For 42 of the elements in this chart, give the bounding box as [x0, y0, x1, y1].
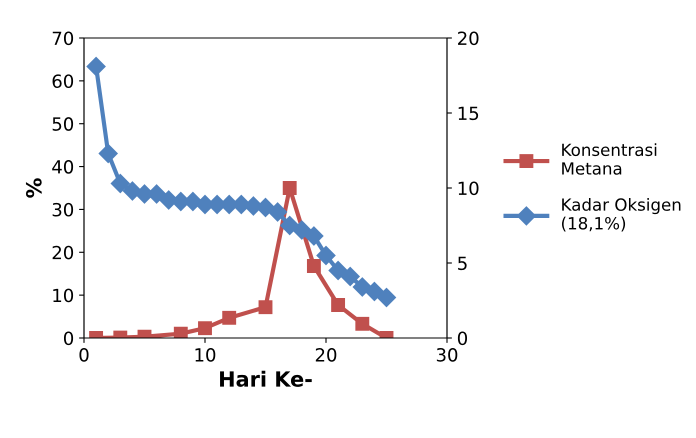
- y-tick-label: 70: [52, 31, 74, 46]
- x-tick-label: 30: [436, 348, 458, 362]
- y-tick-label: 50: [52, 117, 74, 131]
- legend-label: Kadar Oksigen (18,1%): [562, 198, 680, 232]
- point: [316, 246, 336, 266]
- point: [198, 321, 212, 336]
- point: [355, 316, 370, 331]
- x-tick-label: 0: [79, 348, 89, 362]
- point: [98, 144, 118, 164]
- x-axis-title: Hari Ke-: [220, 370, 312, 387]
- y2-tick-label: 10: [458, 181, 478, 196]
- point: [282, 181, 297, 195]
- point: [352, 277, 372, 297]
- point: [306, 259, 321, 273]
- y-tick-label: 30: [52, 202, 74, 217]
- point: [174, 326, 188, 338]
- point: [86, 56, 106, 76]
- point: [364, 282, 384, 302]
- y2-tick-label: 15: [458, 106, 478, 120]
- point: [222, 310, 236, 325]
- legend-label: Konsentrasi Metana: [562, 143, 656, 175]
- point: [376, 288, 396, 308]
- point: [110, 174, 130, 194]
- y-tick-label: 10: [53, 288, 74, 302]
- y-tick-label: 60: [52, 74, 74, 88]
- point: [304, 226, 324, 246]
- point: [331, 298, 346, 312]
- y2-tick-label: 0: [458, 331, 468, 346]
- x-tick-label: 20: [316, 348, 336, 362]
- point: [280, 216, 300, 236]
- x-tick-label: 10: [195, 348, 216, 362]
- point: [258, 300, 272, 314]
- y-axis-title: %: [26, 178, 42, 198]
- point: [340, 266, 360, 286]
- y-tick-label: 40: [52, 160, 74, 174]
- y-tick-label: 0: [64, 331, 74, 346]
- point: [328, 260, 348, 280]
- point: [292, 220, 312, 240]
- y-tick-label: 20: [52, 246, 74, 260]
- y2-tick-label: 20: [458, 31, 478, 46]
- point: [268, 202, 288, 222]
- y2-tick-label: 5: [458, 256, 467, 270]
